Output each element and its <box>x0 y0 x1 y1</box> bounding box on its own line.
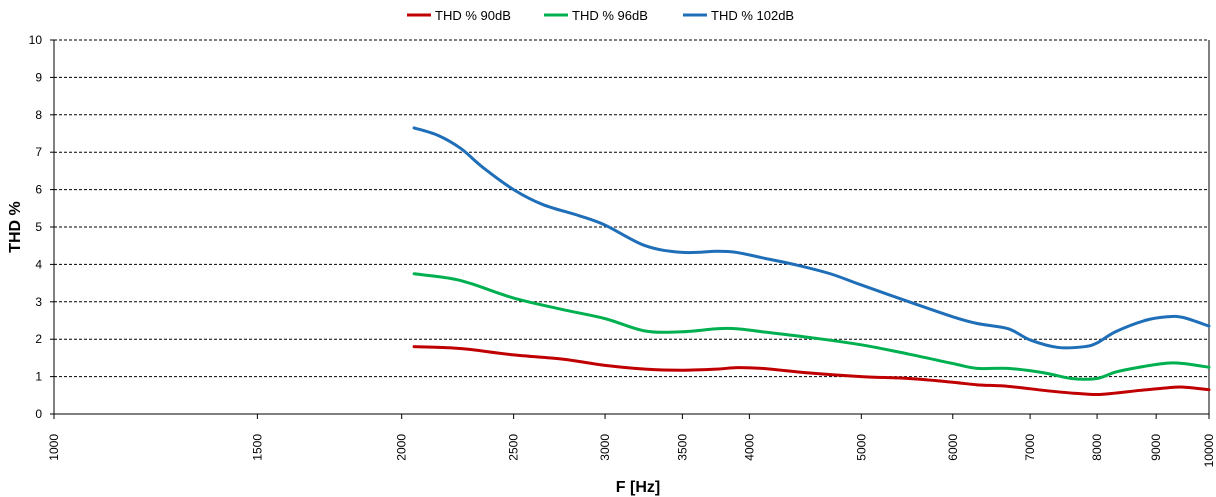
x-tick-label: 7000 <box>1023 434 1037 461</box>
y-tick-label: 5 <box>35 220 42 234</box>
y-tick-label: 2 <box>35 332 42 346</box>
series-line-2 <box>412 272 1211 381</box>
y-tick-label: 3 <box>35 295 42 309</box>
legend: THD % 90dB THD % 96dB THD % 102dB <box>407 8 794 23</box>
legend-item: THD % 102dB <box>683 8 794 23</box>
x-tick-label: 10000 <box>1202 434 1216 468</box>
x-tick-label: 4000 <box>742 434 756 461</box>
legend-label: THD % 96dB <box>572 8 648 23</box>
axes-layer: 0 1 2 3 4 5 6 7 8 9 10 1000 1500 2000 2500 3000 3500 4000… <box>29 33 1216 467</box>
y-tick-label: 4 <box>35 257 42 271</box>
x-tick-label: 3500 <box>675 434 689 461</box>
x-tick-label: 2000 <box>395 434 409 461</box>
y-tick-label: 7 <box>35 145 42 159</box>
x-tick-label: 5000 <box>854 434 868 461</box>
x-tick-label: 2500 <box>507 434 521 461</box>
x-tick-label: 6000 <box>946 434 960 461</box>
y-tick-label: 9 <box>35 70 42 84</box>
y-tick-label: 6 <box>35 183 42 197</box>
x-tick-label: 1000 <box>47 434 61 461</box>
legend-label: THD % 102dB <box>711 8 794 23</box>
x-tick-label: 9000 <box>1149 434 1163 461</box>
legend-item: THD % 90dB <box>407 8 511 23</box>
y-tick-label: 8 <box>35 108 42 122</box>
series-line-3 <box>412 126 1211 350</box>
grid-layer <box>54 39 1209 378</box>
x-axis-title: F [Hz] <box>616 479 660 496</box>
series-layer <box>412 126 1211 397</box>
y-tick-label: 10 <box>29 33 43 47</box>
legend-item: THD % 96dB <box>544 8 648 23</box>
x-tick-label: 1500 <box>250 434 264 461</box>
y-axis-title: THD % <box>7 201 24 253</box>
legend-label: THD % 90dB <box>435 8 511 23</box>
series-line-1 <box>412 345 1211 397</box>
x-tick-label: 3000 <box>598 434 612 461</box>
y-tick-label: 1 <box>35 370 42 384</box>
y-tick-label: 0 <box>35 407 42 421</box>
x-tick-label: 8000 <box>1090 434 1104 461</box>
